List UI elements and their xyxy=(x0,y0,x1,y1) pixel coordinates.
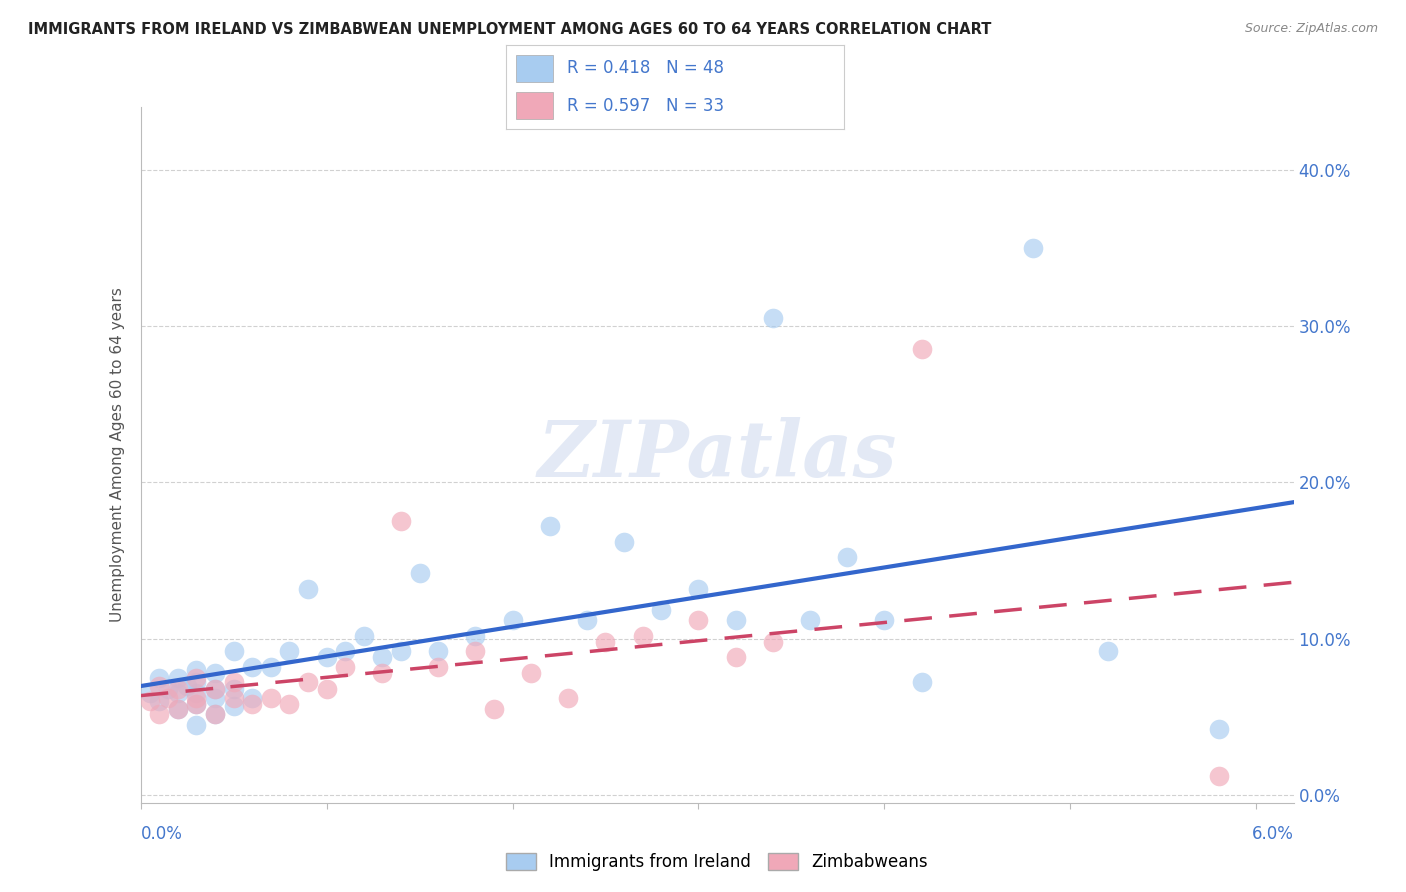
Point xyxy=(222,691,245,706)
Point xyxy=(186,686,208,700)
Point xyxy=(278,644,301,658)
Point xyxy=(1208,769,1230,783)
Point xyxy=(762,311,785,326)
Point xyxy=(139,686,162,700)
Point xyxy=(575,613,598,627)
Point xyxy=(186,675,208,690)
Point xyxy=(353,628,375,642)
Point xyxy=(166,702,188,716)
Point xyxy=(538,519,561,533)
Point xyxy=(204,706,226,721)
Point xyxy=(427,660,450,674)
Point xyxy=(613,534,636,549)
Point xyxy=(166,686,188,700)
Point xyxy=(371,666,394,681)
Point xyxy=(176,679,198,693)
Point xyxy=(762,634,785,648)
Point xyxy=(389,644,412,658)
Text: Source: ZipAtlas.com: Source: ZipAtlas.com xyxy=(1244,22,1378,36)
Text: R = 0.418   N = 48: R = 0.418 N = 48 xyxy=(567,60,724,78)
Point xyxy=(222,675,245,690)
Point xyxy=(408,566,430,580)
Text: 0.0%: 0.0% xyxy=(141,825,183,843)
FancyBboxPatch shape xyxy=(516,92,554,120)
Legend: Immigrants from Ireland, Zimbabweans: Immigrants from Ireland, Zimbabweans xyxy=(499,847,935,878)
FancyBboxPatch shape xyxy=(516,54,554,82)
Point xyxy=(482,702,505,716)
Point xyxy=(222,644,245,658)
Point xyxy=(166,702,188,716)
Point xyxy=(148,671,170,685)
Point xyxy=(204,681,226,696)
Point xyxy=(157,681,180,696)
Point xyxy=(464,628,486,642)
Point xyxy=(315,681,337,696)
Point xyxy=(186,717,208,731)
Point xyxy=(240,691,263,706)
Point xyxy=(427,644,450,658)
Point xyxy=(724,650,747,665)
Text: ZIPatlas: ZIPatlas xyxy=(537,417,897,493)
Point xyxy=(166,681,188,696)
Point xyxy=(204,691,226,706)
Point xyxy=(910,675,932,690)
Point xyxy=(240,660,263,674)
Point xyxy=(688,613,710,627)
Point xyxy=(502,613,524,627)
Text: IMMIGRANTS FROM IRELAND VS ZIMBABWEAN UNEMPLOYMENT AMONG AGES 60 TO 64 YEARS COR: IMMIGRANTS FROM IRELAND VS ZIMBABWEAN UN… xyxy=(28,22,991,37)
Point xyxy=(297,675,319,690)
Point xyxy=(595,634,617,648)
Y-axis label: Unemployment Among Ages 60 to 64 years: Unemployment Among Ages 60 to 64 years xyxy=(110,287,125,623)
Point xyxy=(148,679,170,693)
Point xyxy=(557,691,579,706)
Point xyxy=(837,550,859,565)
Point xyxy=(240,698,263,712)
Point xyxy=(297,582,319,596)
Point xyxy=(631,628,654,642)
Point xyxy=(910,343,932,357)
Point xyxy=(186,698,208,712)
Point xyxy=(333,660,356,674)
Point xyxy=(1022,241,1045,255)
Point xyxy=(222,698,245,713)
Point xyxy=(520,666,543,681)
Point xyxy=(186,671,208,685)
Text: 6.0%: 6.0% xyxy=(1251,825,1294,843)
Point xyxy=(204,666,226,681)
Point xyxy=(166,671,188,685)
Point xyxy=(260,660,283,674)
Point xyxy=(186,691,208,706)
Point xyxy=(204,706,226,721)
Point xyxy=(186,663,208,677)
Point xyxy=(148,694,170,708)
Point xyxy=(650,603,672,617)
Point xyxy=(278,698,301,712)
Point xyxy=(157,691,180,706)
Point xyxy=(315,650,337,665)
Point xyxy=(333,644,356,658)
Point xyxy=(724,613,747,627)
Point xyxy=(222,681,245,696)
Point xyxy=(1097,644,1119,658)
Point xyxy=(260,691,283,706)
Point xyxy=(1208,723,1230,737)
Point xyxy=(389,514,412,528)
Point xyxy=(204,681,226,696)
Point xyxy=(799,613,821,627)
Point xyxy=(186,698,208,712)
Point xyxy=(148,706,170,721)
Point xyxy=(688,582,710,596)
Point xyxy=(873,613,896,627)
Text: R = 0.597   N = 33: R = 0.597 N = 33 xyxy=(567,96,724,114)
Point xyxy=(139,694,162,708)
Point xyxy=(371,650,394,665)
Point xyxy=(464,644,486,658)
